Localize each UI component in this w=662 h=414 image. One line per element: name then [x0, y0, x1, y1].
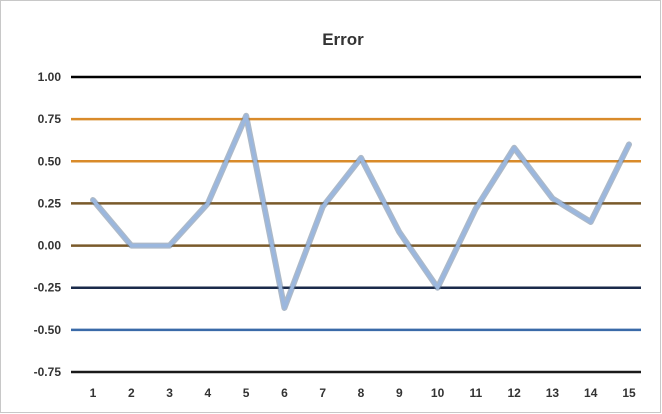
- chart-title: Error: [322, 30, 364, 49]
- x-tick-label: 13: [546, 386, 560, 400]
- x-tick-label: 1: [90, 386, 97, 400]
- x-axis-ticks: 1 2 3 4 5 6 7 8 9 10 11 12 13 14 15: [90, 386, 636, 400]
- x-tick-label: 11: [470, 386, 483, 400]
- x-tick-label: 8: [358, 386, 365, 400]
- gridlines: [71, 75, 641, 374]
- series-lines: [90, 112, 632, 311]
- y-tick-label: 0.00: [38, 239, 62, 253]
- y-tick-label: -0.25: [34, 281, 62, 295]
- x-tick-label: 2: [128, 386, 135, 400]
- series-line-shadow: [90, 112, 632, 311]
- x-tick-label: 3: [166, 386, 173, 400]
- y-tick-label: -0.75: [34, 365, 62, 379]
- x-tick-label: 10: [431, 386, 445, 400]
- series-line: [91, 114, 631, 310]
- x-tick-label: 12: [507, 386, 521, 400]
- x-tick-label: 6: [281, 386, 288, 400]
- x-tick-label: 9: [396, 386, 403, 400]
- y-tick-label: -0.50: [34, 323, 62, 337]
- y-tick-label: 0.75: [38, 112, 62, 126]
- x-tick-label: 7: [319, 386, 326, 400]
- x-tick-label: 14: [584, 386, 598, 400]
- y-tick-label: 1.00: [38, 70, 62, 84]
- y-tick-label: 0.25: [38, 196, 62, 210]
- y-axis-ticks: -0.75 -0.50 -0.25 0.00 0.25 0.50 0.75 1.00: [34, 70, 62, 379]
- x-tick-label: 15: [622, 386, 636, 400]
- x-tick-label: 5: [243, 386, 250, 400]
- y-tick-label: 0.50: [38, 154, 62, 168]
- x-tick-label: 4: [205, 386, 212, 400]
